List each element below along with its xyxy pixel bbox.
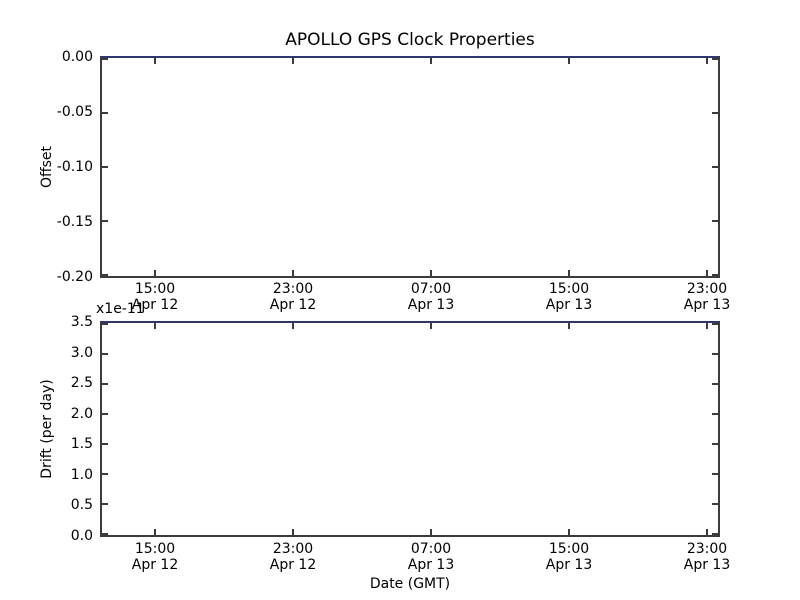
- x-tick-label: 15:00 Apr 12: [110, 281, 200, 313]
- y-tick-mark: [102, 274, 108, 276]
- x-tick-date: Apr 13: [407, 557, 455, 573]
- y-tick-label: -0.10: [56, 159, 93, 175]
- y-tick-mark: [712, 503, 718, 505]
- y-tick-mark: [102, 533, 108, 535]
- y-tick-mark: [712, 166, 718, 168]
- bottom-subplot-plot-area: [100, 321, 720, 537]
- y-tick-label: 0.0: [70, 528, 93, 544]
- y-axis-label-drift: Drift (per day): [39, 379, 55, 479]
- x-tick-mark: [292, 58, 294, 64]
- x-tick-date: Apr 12: [269, 297, 317, 313]
- y-tick-mark: [712, 112, 718, 114]
- y-tick-label: 0.00: [61, 49, 93, 65]
- x-tick-time: 23:00: [272, 541, 314, 557]
- x-tick-time: 15:00: [548, 281, 590, 297]
- y-tick-mark: [712, 443, 718, 445]
- x-tick-mark: [154, 270, 156, 276]
- y-tick-mark: [712, 323, 718, 325]
- y-tick-mark: [712, 413, 718, 415]
- x-tick-mark: [292, 270, 294, 276]
- y-tick-label: -0.15: [56, 214, 93, 230]
- plot-title: APOLLO GPS Clock Properties: [285, 30, 535, 50]
- y-tick-mark: [102, 443, 108, 445]
- x-tick-label: 23:00 Apr 13: [662, 281, 752, 313]
- y-tick-label: 0.5: [70, 497, 93, 513]
- y-tick-mark: [102, 323, 108, 325]
- x-tick-time: 23:00: [686, 541, 728, 557]
- y-tick-label: 1.5: [70, 436, 93, 452]
- y-tick-label: 2.5: [70, 375, 93, 391]
- x-tick-time: 23:00: [272, 281, 314, 297]
- x-tick-date: Apr 13: [545, 297, 593, 313]
- x-tick-time: 23:00: [686, 281, 728, 297]
- x-tick-mark: [154, 323, 156, 329]
- x-tick-date: Apr 13: [407, 297, 455, 313]
- y-tick-mark: [712, 383, 718, 385]
- y-tick-mark: [102, 166, 108, 168]
- x-tick-mark: [706, 529, 708, 535]
- top-subplot-plot-area: [100, 56, 720, 278]
- y-tick-mark: [712, 220, 718, 222]
- x-axis-label: Date (GMT): [369, 576, 451, 592]
- x-tick-label: 15:00 Apr 13: [524, 281, 614, 313]
- x-tick-mark: [430, 323, 432, 329]
- x-tick-mark: [568, 270, 570, 276]
- x-tick-label: 07:00 Apr 13: [386, 541, 476, 573]
- x-tick-date: Apr 12: [131, 297, 179, 313]
- x-tick-mark: [706, 270, 708, 276]
- y-tick-mark: [102, 58, 108, 60]
- y-tick-mark: [102, 413, 108, 415]
- x-tick-date: Apr 13: [683, 297, 731, 313]
- x-tick-mark: [706, 323, 708, 329]
- y-tick-mark: [712, 58, 718, 60]
- x-tick-mark: [430, 529, 432, 535]
- x-tick-mark: [154, 58, 156, 64]
- y-tick-mark: [712, 533, 718, 535]
- x-tick-date: Apr 12: [131, 557, 179, 573]
- x-tick-time: 07:00: [410, 281, 452, 297]
- y-tick-mark: [102, 473, 108, 475]
- y-tick-mark: [102, 353, 108, 355]
- y-tick-label: 1.0: [70, 467, 93, 483]
- y-tick-label: -0.05: [56, 104, 93, 120]
- y-tick-mark: [712, 473, 718, 475]
- x-tick-time: 15:00: [548, 541, 590, 557]
- y-tick-mark: [102, 383, 108, 385]
- x-tick-date: Apr 12: [269, 557, 317, 573]
- x-tick-mark: [706, 58, 708, 64]
- y-tick-label: 3.5: [70, 314, 93, 330]
- x-tick-label: 23:00 Apr 13: [662, 541, 752, 573]
- x-tick-label: 07:00 Apr 13: [386, 281, 476, 313]
- y-tick-mark: [102, 220, 108, 222]
- y-tick-label: -0.20: [56, 269, 93, 285]
- y-tick-label: 3.0: [70, 345, 93, 361]
- y-axis-scale-multiplier-label: x1e-11: [96, 301, 145, 317]
- x-tick-label: 15:00 Apr 12: [110, 541, 200, 573]
- x-tick-mark: [292, 323, 294, 329]
- x-tick-label: 23:00 Apr 12: [248, 541, 338, 573]
- x-tick-label: 15:00 Apr 13: [524, 541, 614, 573]
- x-tick-mark: [430, 58, 432, 64]
- x-tick-time: 15:00: [134, 541, 176, 557]
- y-tick-mark: [712, 274, 718, 276]
- y-tick-mark: [712, 353, 718, 355]
- y-tick-label: 2.0: [70, 406, 93, 422]
- x-tick-label: 23:00 Apr 12: [248, 281, 338, 313]
- x-tick-date: Apr 13: [545, 557, 593, 573]
- x-tick-mark: [568, 323, 570, 329]
- x-tick-mark: [154, 529, 156, 535]
- y-tick-mark: [102, 503, 108, 505]
- x-tick-mark: [568, 58, 570, 64]
- x-tick-mark: [430, 270, 432, 276]
- y-tick-mark: [102, 112, 108, 114]
- x-tick-mark: [292, 529, 294, 535]
- x-tick-mark: [568, 529, 570, 535]
- x-tick-time: 07:00: [410, 541, 452, 557]
- x-tick-date: Apr 13: [683, 557, 731, 573]
- x-tick-time: 15:00: [134, 281, 176, 297]
